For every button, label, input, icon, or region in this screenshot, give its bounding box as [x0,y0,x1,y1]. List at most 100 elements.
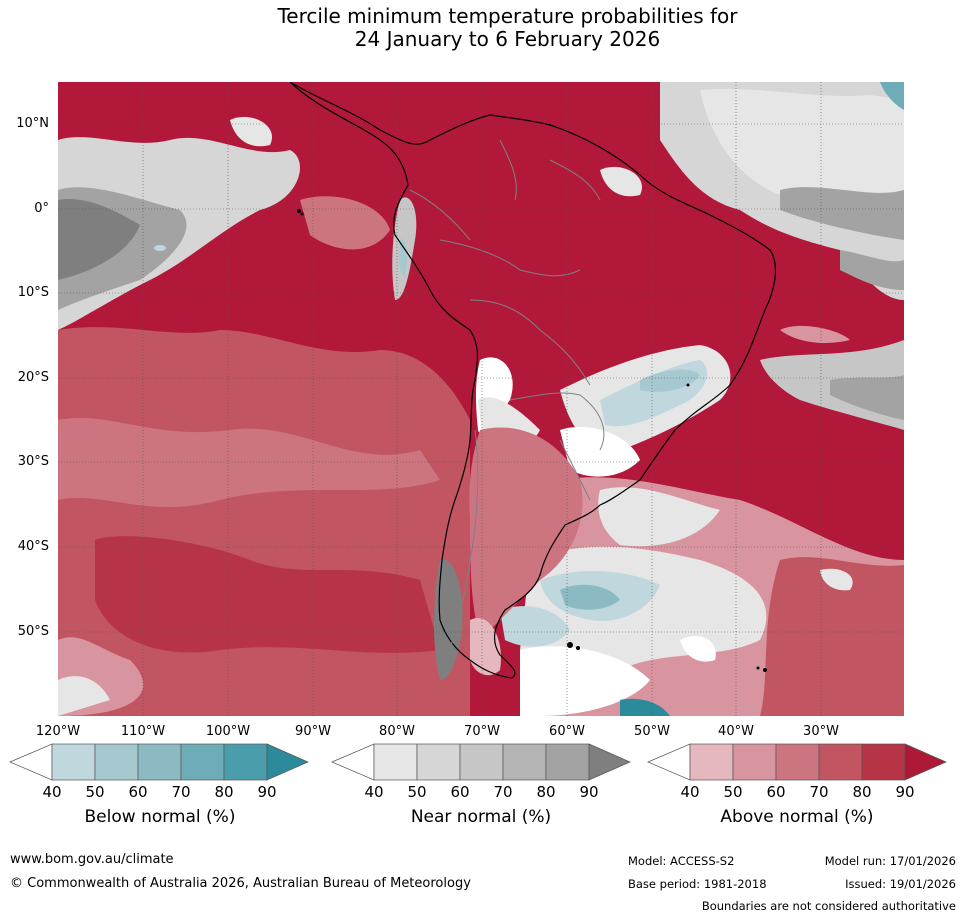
lat-label-0: 0° [34,201,49,216]
near-cbar-70 [502,743,547,781]
near-tick-80: 80 [536,783,556,801]
lon-label-30w: 30°W [803,724,839,739]
near-normal-legend-title: Near normal (%) [410,807,552,827]
above-south-east [760,557,904,716]
near-normal-strong-ne [780,187,904,240]
near-cbar-50 [416,743,461,781]
near-cbar-max [588,743,631,781]
below-tick-50: 50 [85,783,105,801]
lat-label-40s: 40°S [17,539,49,554]
near-cbar-min [331,743,375,781]
lat-label-10s: 10°S [17,285,49,300]
strong-above-region [95,536,440,653]
near-normal-sw [58,676,110,716]
below-tick-90: 90 [257,783,277,801]
coastline [289,82,776,679]
colorbar-below-normal [9,743,309,781]
copyright-text: © Commonwealth of Australia 2026, Austra… [10,876,471,891]
above-tick-70: 70 [809,783,829,801]
below-cbar-70 [180,743,225,781]
above-tick-50: 50 [723,783,743,801]
above-cbar-70 [818,743,863,781]
below-tick-70: 70 [171,783,191,801]
near-normal-patagonia [434,559,463,680]
below-cbar-50 [94,743,139,781]
near-tick-70: 70 [493,783,513,801]
near-normal-strong-east [830,375,904,420]
below-normal-strong-south-atlantic [560,584,620,610]
lat-label-20s: 20°S [17,370,49,385]
graticule [58,82,904,716]
below-strong-south [620,698,670,716]
island-markers [297,209,767,672]
white-patch-brazil [560,426,640,477]
above-band-region [58,417,440,508]
map-field [58,82,904,716]
lon-label-70w: 70°W [464,724,500,739]
title-line-1: Tercile minimum temperature probabilitie… [277,4,738,28]
above-tick-80: 80 [852,783,872,801]
above-light-patagonia [470,618,501,676]
near-cbar-60 [459,743,504,781]
white-patch-south [520,646,650,716]
disclaimer-text: Boundaries are not considered authoritat… [701,899,956,913]
below-normal-andes [399,239,408,276]
below-cbar-40 [51,743,96,781]
colorbar-near-normal [331,743,631,781]
above-cbar-min [647,743,691,781]
below-normal-patagonia-sea [500,606,570,647]
near-normal-south-atlantic-1 [598,487,720,547]
map-title: Tercile minimum temperature probabilitie… [0,5,965,51]
near-tick-40: 40 [364,783,384,801]
near-tick-90: 90 [579,783,599,801]
lon-label-110w: 110°W [120,724,166,739]
near-cbar-40 [373,743,418,781]
below-cbar-80 [223,743,268,781]
lon-label-50w: 50°W [634,724,670,739]
above-tick-90: 90 [895,783,915,801]
lon-label-120w: 120°W [35,724,81,739]
below-spot-nw [154,245,166,251]
above-cbar-80 [861,743,906,781]
below-normal-legend-title: Below normal (%) [84,807,236,827]
below-cbar-min [9,743,53,781]
lon-label-80w: 80°W [379,724,415,739]
above-cbar-60 [775,743,820,781]
model-text: Model: ACCESS-S2 [628,854,735,868]
lat-label-50s: 50°S [17,624,49,639]
near-cbar-80 [545,743,590,781]
above-cbar-40 [689,743,734,781]
above-light-east [780,325,850,343]
lon-label-60w: 60°W [549,724,585,739]
colorbar-above-normal [647,743,947,781]
near-normal-patch [230,116,272,147]
above-tick-40: 40 [680,783,700,801]
below-tick-80: 80 [214,783,234,801]
below-cbar-max [266,743,309,781]
above-normal-legend-title: Above normal (%) [720,807,874,827]
title-line-2: 24 January to 6 February 2026 [354,27,661,51]
above-argentina [469,427,583,640]
country-borders [409,139,605,651]
website-link[interactable]: www.bom.gov.au/climate [10,852,174,867]
issued-text: Issued: 19/01/2026 [845,877,956,891]
lon-label-40w: 40°W [718,724,754,739]
near-normal-band-ne [840,250,904,290]
near-normal-guiana [600,166,642,197]
lon-label-90w: 90°W [295,724,331,739]
above-tick-60: 60 [766,783,786,801]
below-patch-ne [880,82,904,110]
above-patch-eq [300,196,390,250]
base-period-text: Base period: 1981-2018 [628,877,767,891]
below-cbar-60 [137,743,182,781]
below-tick-60: 60 [128,783,148,801]
lat-label-30s: 30°S [17,454,49,469]
near-normal-core-nw [58,199,140,280]
lon-label-100w: 100°W [205,724,251,739]
lat-label-10n: 10°N [16,116,49,131]
white-spot-south [680,636,716,662]
above-cbar-max [904,743,947,781]
below-normal-strong-brazil [640,369,700,392]
near-tick-60: 60 [450,783,470,801]
